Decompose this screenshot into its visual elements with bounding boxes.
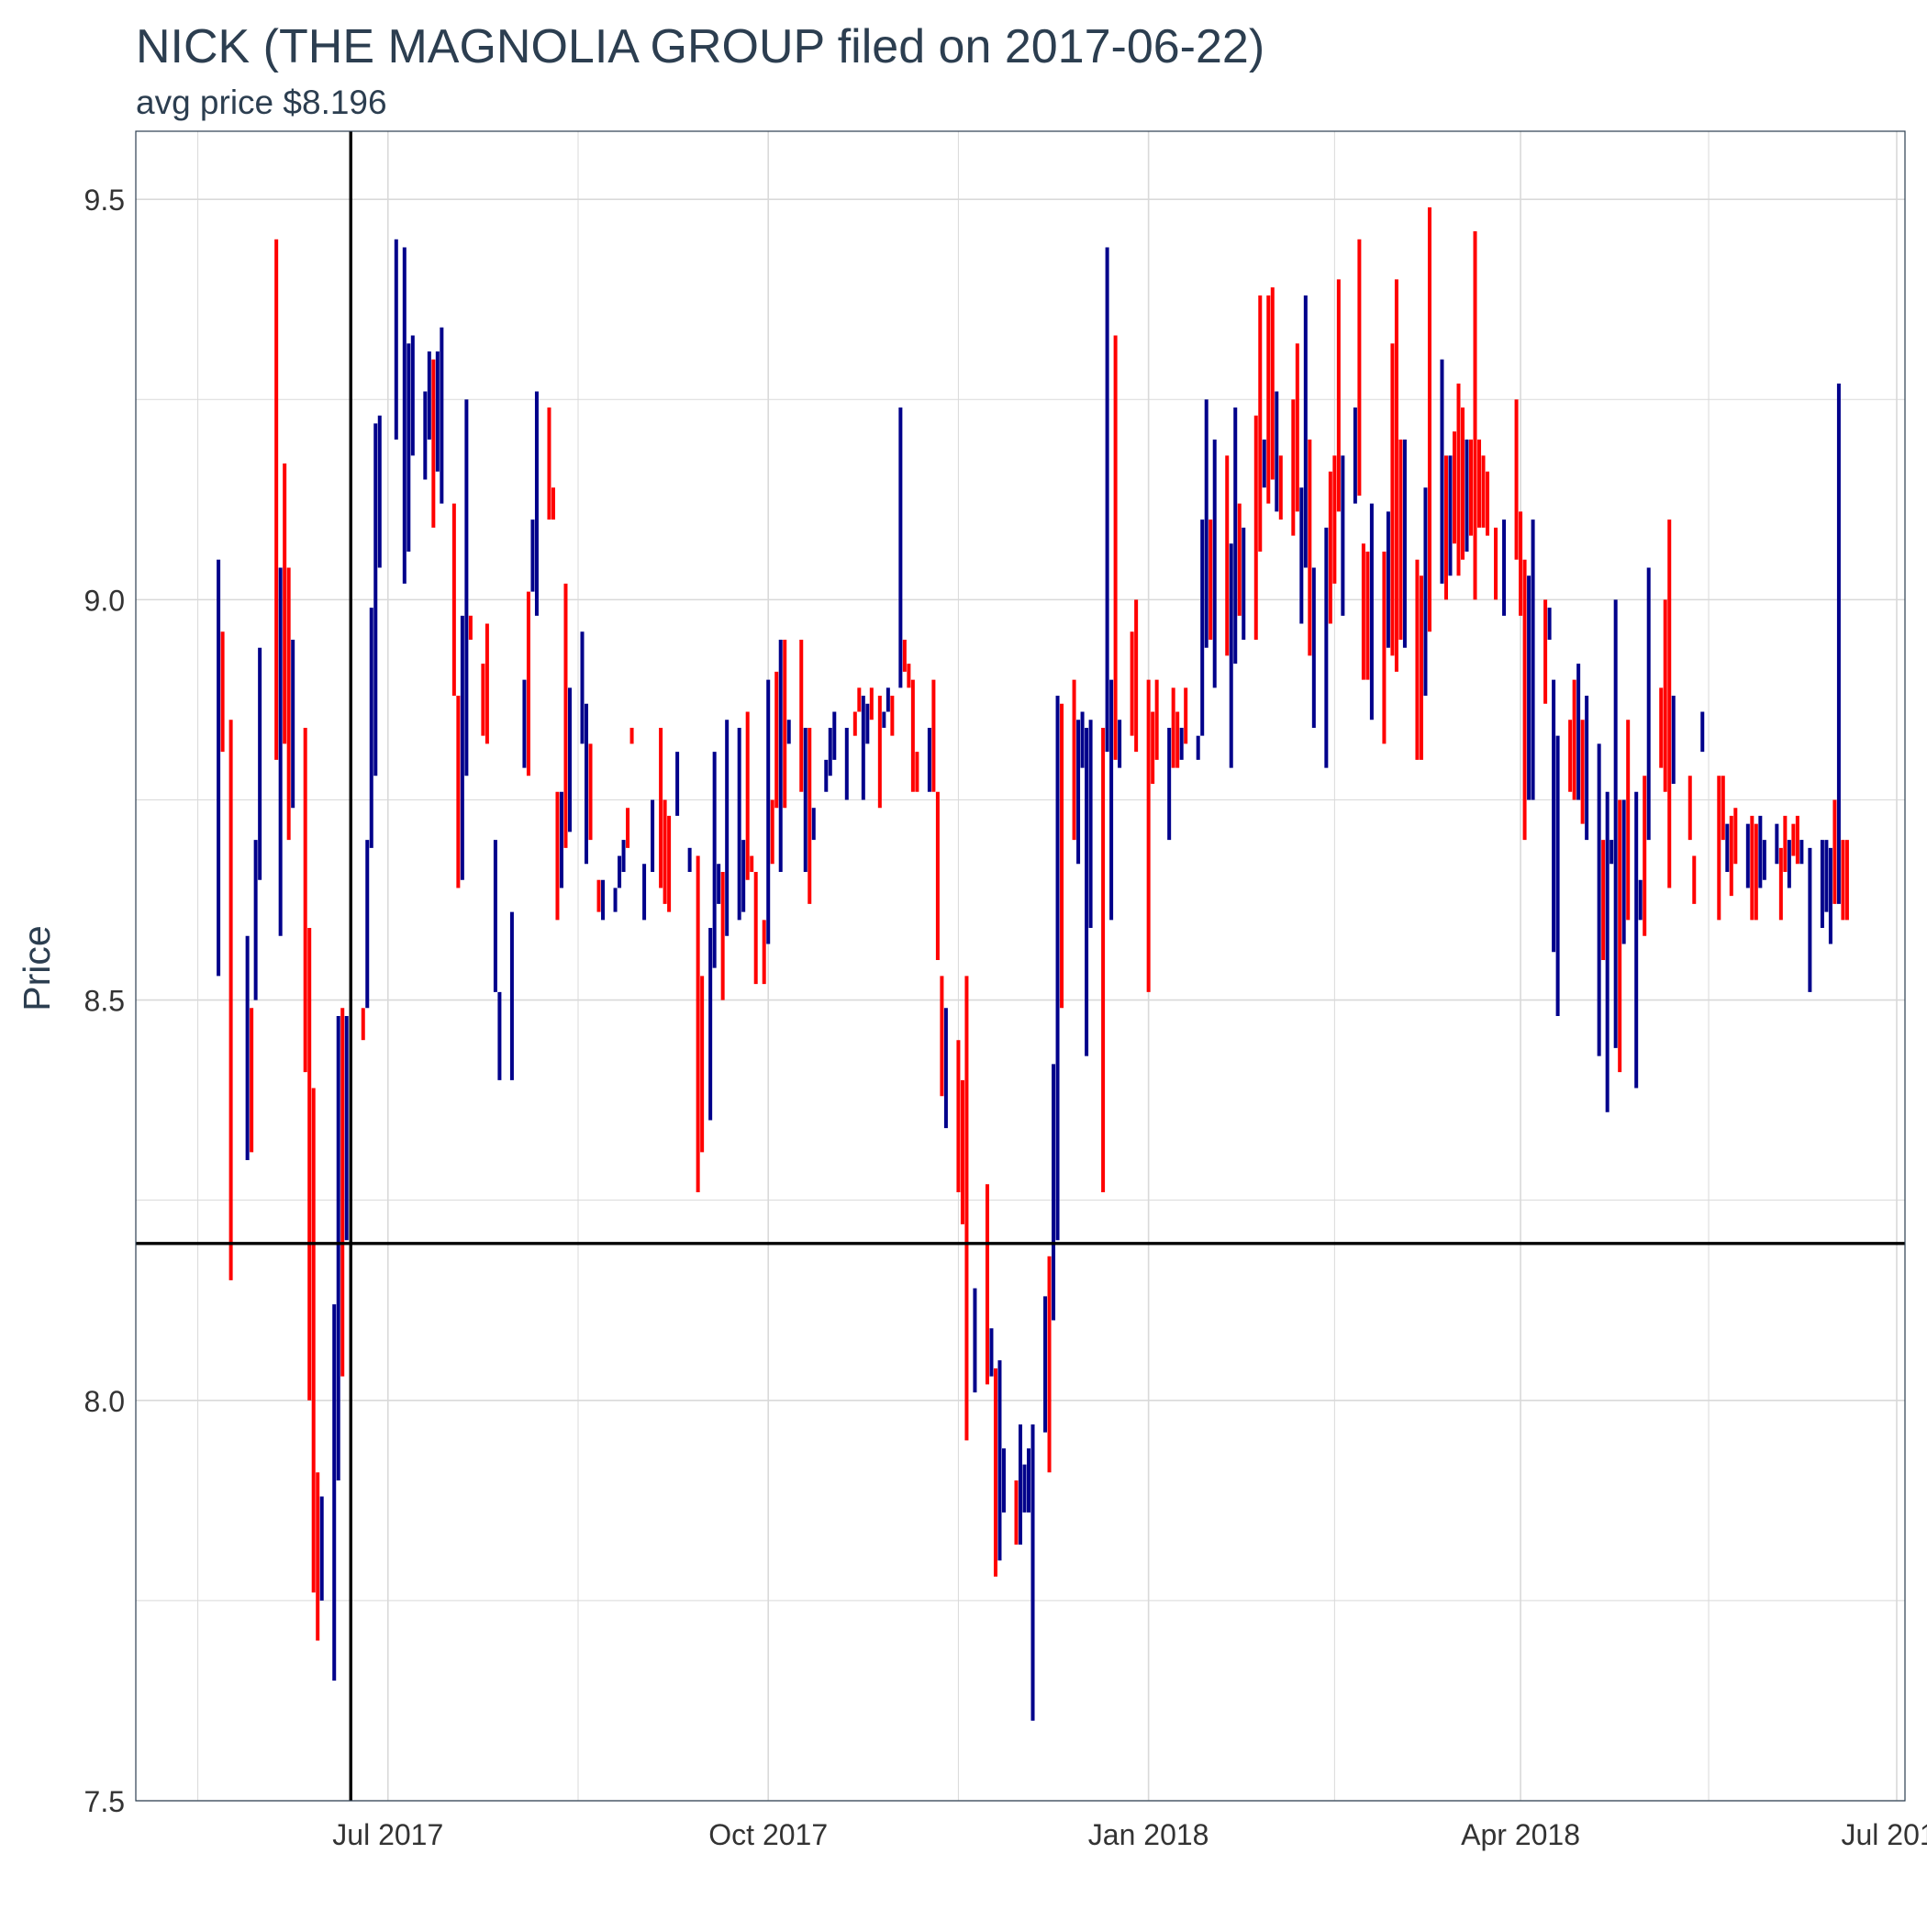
chart-subtitle: avg price $8.196 <box>136 84 387 121</box>
gridlines <box>136 131 1905 1802</box>
x-tick-label: Jul 2017 <box>332 1818 443 1851</box>
x-tick-label: Apr 2018 <box>1461 1818 1580 1851</box>
panel-border <box>135 130 1906 1802</box>
price-series <box>217 207 1849 1721</box>
chart-title: NICK (THE MAGNOLIA GROUP filed on 2017-0… <box>136 20 1264 73</box>
x-tick-label: Jan 2018 <box>1088 1818 1209 1851</box>
y-tick-label: 9.5 <box>84 184 125 217</box>
y-tick-label: 7.5 <box>84 1785 125 1818</box>
x-tick-label: Oct 2017 <box>708 1818 828 1851</box>
y-axis-label: Price <box>16 925 58 1011</box>
axes: 7.5 8.0 8.5 9.0 9.5 Jul 2017 Oct 2017 Jan 2018 A… <box>84 184 1927 1851</box>
x-tick-label: Jul 2018 <box>1841 1818 1927 1851</box>
y-tick-label: 9.0 <box>84 584 125 617</box>
reference-lines <box>136 131 1905 1801</box>
y-tick-label: 8.0 <box>84 1385 125 1418</box>
y-tick-label: 8.5 <box>84 985 125 1018</box>
